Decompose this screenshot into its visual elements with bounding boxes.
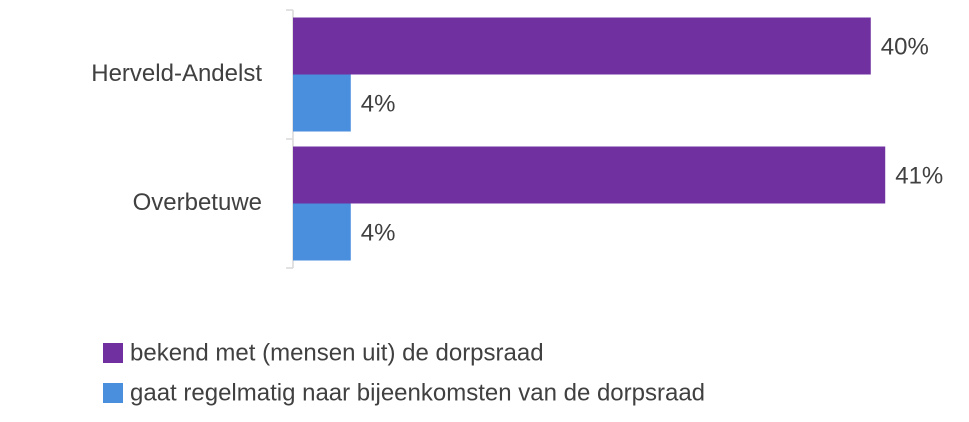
legend-label: bekend met (mensen uit) de dorpsraad bbox=[130, 339, 544, 366]
bar bbox=[293, 17, 871, 75]
value-label: 41% bbox=[895, 162, 943, 189]
bar bbox=[293, 203, 351, 261]
value-label: 4% bbox=[361, 219, 396, 246]
legend-swatch bbox=[103, 383, 123, 403]
value-label: 4% bbox=[361, 90, 396, 117]
legend-swatch bbox=[103, 343, 123, 363]
legend-label: gaat regelmatig naar bijeenkomsten van d… bbox=[130, 379, 705, 406]
category-label: Overbetuwe bbox=[133, 189, 262, 216]
bar bbox=[293, 74, 351, 132]
bar bbox=[293, 146, 886, 204]
category-label: Herveld-Andelst bbox=[91, 60, 262, 87]
value-label: 40% bbox=[881, 33, 929, 60]
